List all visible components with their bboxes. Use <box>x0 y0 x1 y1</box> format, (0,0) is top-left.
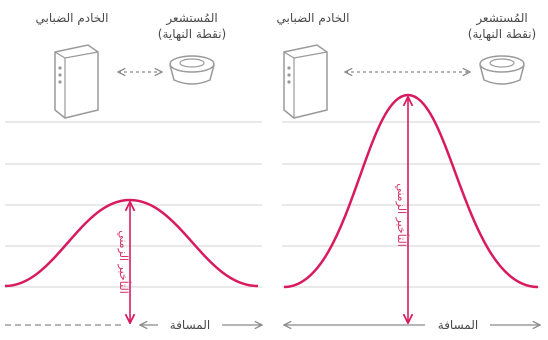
right-panel: الخادم الضبابي المُستشعر (نقطة النهاية) … <box>277 11 541 332</box>
left-distance-label: المسافة <box>170 318 210 332</box>
left-delay-label: التأخير الزمني <box>117 230 132 294</box>
left-grid <box>5 121 262 288</box>
left-latency-curve <box>4 198 259 288</box>
right-sensor-label-line2: (نقطة النهاية) <box>468 27 536 41</box>
right-distance-label: المسافة <box>438 318 478 332</box>
right-server-label: الخادم الضبابي <box>277 11 350 25</box>
left-panel: الخادم الضبابي المُستشعر (نقطة النهاية) … <box>4 11 262 332</box>
right-latency-curve <box>283 93 539 289</box>
right-delay-label: التأخير الزمني <box>395 183 410 247</box>
left-sensor-icon <box>169 55 215 85</box>
right-sensor-icon <box>479 55 525 85</box>
left-sensor-label-line1: المُستشعر <box>165 11 217 26</box>
left-server-label: الخادم الضبابي <box>36 11 109 25</box>
right-server-icon <box>283 44 328 119</box>
left-server-icon <box>54 44 99 119</box>
right-sensor-label-line1: المُستشعر <box>475 11 527 26</box>
left-sensor-label-line2: (نقطة النهاية) <box>158 27 226 41</box>
